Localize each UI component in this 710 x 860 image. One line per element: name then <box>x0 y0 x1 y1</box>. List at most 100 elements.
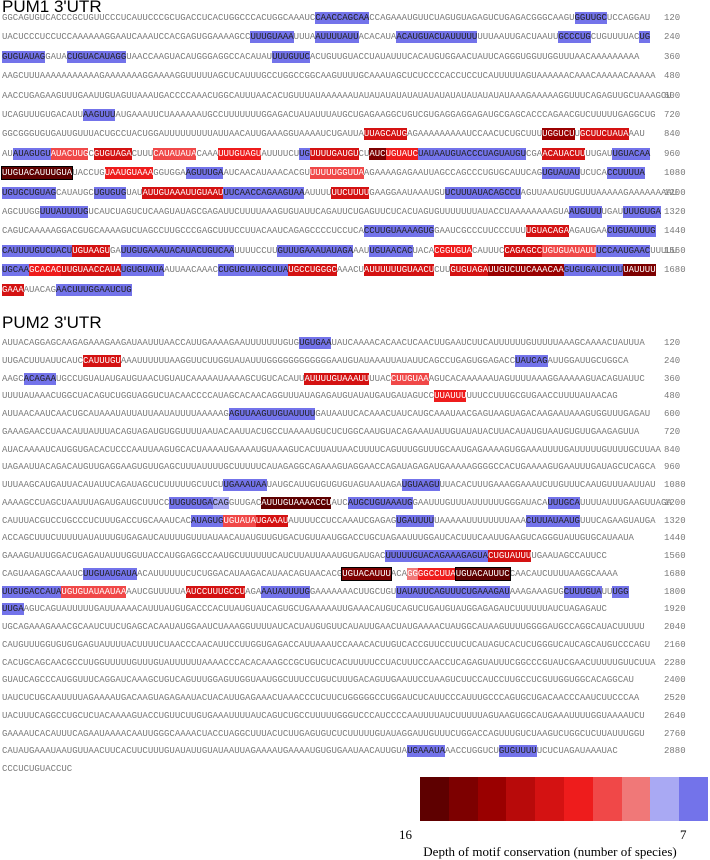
sequence-text: CU <box>358 148 370 159</box>
sequence-text: UGCAGAAAGAAACGCAAUCUUCUGAGCACAAUAUGGAAUC… <box>2 622 645 632</box>
sequence-text: GAAUUUGUUUAUUUUUUGGGAUACA <box>412 497 548 508</box>
sequence-text: CUUU <box>131 148 154 159</box>
motif: UGUGUAUAAUAA <box>61 585 127 598</box>
sequence-text: CGA <box>526 148 543 159</box>
motif: UGUAUA <box>223 514 256 527</box>
sequence-text: UUAC <box>369 373 391 384</box>
motif: UUUGCA <box>547 496 580 509</box>
motif: AUAGUGU <box>12 147 51 160</box>
sequence-line: GGCAGUGUCACCCGCUGUUCCCUCAUUCCCGCUGACCUCA… <box>2 12 650 24</box>
sequence-line: UUGUGACCAUAUGUGUAUAAUAAAAUCGUUUUUAAUCCUU… <box>2 585 629 598</box>
position-number: 360 <box>664 51 681 62</box>
motif: UCCAAUGAAC <box>596 244 651 257</box>
motif: UUCUUUU <box>331 186 370 199</box>
legend-min: 7 <box>680 827 687 842</box>
sequence-text: UACUUUCAGGCCUGCUCUACAAAAGUACCUGUUCUUGUGA… <box>2 710 645 721</box>
sequence-line: AGCUUGGUUUAUUUUGUCAUCUAGUCUCAAGUAUAGCGAG… <box>2 206 661 218</box>
sequence-line: AUUAACAAUCAACUGCAUAAAUAUUAUUAAUAUUUUAAAA… <box>2 408 650 420</box>
position-number: 2400 <box>664 675 686 686</box>
sequence-text: AAU <box>628 129 645 140</box>
position-number: 360 <box>664 373 681 384</box>
sequence-line: UUUUAUAAACUGGCUACAGUCUGGUAGGUCUACAACCCCA… <box>2 390 618 403</box>
sequence-text: AGAAAAGAGAAUUAGCCAGCCCUGUGCAUUCAG <box>363 168 543 179</box>
motif: GUGUGAUCUUU <box>563 264 624 277</box>
motif: UUCAACCAGAAGUAA <box>223 186 305 199</box>
position-number: 120 <box>664 338 681 348</box>
motif: UGUACAUUU <box>341 566 392 581</box>
motif: GCACAC <box>29 264 62 277</box>
motif: CUUGUAA <box>390 372 429 385</box>
legend-swatch <box>535 777 565 821</box>
sequence-text: UU <box>601 586 613 597</box>
position-number: 1200 <box>664 497 686 508</box>
sequence-text: AAGC <box>2 373 24 384</box>
sequence-text: AUUAACAAAC <box>164 265 219 276</box>
motif: UGUACAGA <box>525 225 570 238</box>
sequence-text: UACUCCCUCCUCCAAAAAAGGAAUCAAAUCCACGAGUGGA… <box>2 32 251 43</box>
motif: CAACCAGCAA <box>315 12 370 24</box>
sequence-text: AUGAAAUUCUAAAAAAUGCCUUUUUUUGGAGACUAUAUUU… <box>115 110 656 120</box>
motif: UGUAUC <box>385 147 418 160</box>
sequence-text: UUUUAUAAACUGGCUACAGUCUGGUAGGUCUACAACCCCA… <box>2 391 435 402</box>
motif: ACAUGUACUAUUUUU <box>396 31 478 44</box>
position-number: 240 <box>664 355 681 366</box>
motif: CCUUUUA <box>606 167 645 180</box>
sequence-line: CAGUCAAAAAGGACGUGCAAAAGUCUAGCCUUGCCCGAGC… <box>2 225 656 238</box>
motif: CAUUUUGUCUACU <box>2 244 73 257</box>
sequence-line: UCAGUUUGUGACAUUAAGUUUAUGAAAUUCUAAAAAAUGC… <box>2 109 656 121</box>
motif: UG <box>639 31 651 44</box>
pum1-title: PUM1 3'UTR <box>2 0 102 16</box>
sequence-text: UUUCAGAAGUAUGA <box>579 515 656 526</box>
motif: UUGUGACCAUA <box>2 585 62 598</box>
motif: CAG <box>212 496 229 509</box>
sequence-line: CAGUAAGAGCAAAUCUUGUAUGAUAACAUUUUUUCUCUGG… <box>2 566 618 581</box>
motif: AAUAUUUUG <box>261 585 310 598</box>
position-number: 2640 <box>664 710 686 721</box>
sequence-text: AACCUGGUCU <box>444 746 499 757</box>
sequence-line: AACCUGAGAAGUUUGAAUUGUAGUUAAAUGACCCCAAACU… <box>2 90 672 102</box>
sequence-line: UAGAAUUACAGACAUGUUGAGGAAGUGUUGAGCUUUAUUU… <box>2 461 656 473</box>
sequence-text: UUGACUUUAUUCAUC <box>2 355 84 366</box>
motif: UGAAAU <box>255 514 289 527</box>
sequence-text: AUC <box>331 497 348 508</box>
sequence-line: CAUAUGAAAUAAUGUUAACUUCACUUCUUUGUAUAUUGUA… <box>2 745 618 758</box>
sequence-text: UAUCUCUGCAAUUUUAGAAAAUGACAAGUAGAGAAUACUA… <box>2 693 640 703</box>
legend-swatch <box>448 777 479 821</box>
sequence-line: GAAAAUCACAUUUCAGAAUAAAACAAUUGGGCAAAACUAC… <box>2 728 645 740</box>
sequence-text: AAAUUUUUUAAGGUUCUUGGUAUAUUUGGGGGGGGGGGGA… <box>120 355 516 366</box>
position-number: 1200 <box>664 187 686 198</box>
motif: UUGUAACCAUA <box>61 264 121 277</box>
sequence-text: AGUCAGUAUUUUUGAUUAAAACAUUUAUGUGACCCACUUA… <box>23 604 607 615</box>
sequence-text: GUUGAC <box>228 497 262 508</box>
legend-swatch <box>592 777 623 821</box>
motif: AUUUUGUAAAUU <box>304 372 370 385</box>
motif: ACAUACUU <box>542 147 586 160</box>
sequence-line: GAAAGAACCUAACAUUAUUUACAGUAGAUGUGGUUUUAAU… <box>2 426 639 438</box>
motif: UGUACAA <box>612 147 651 160</box>
sequence-line: UGUGCUGUAGCAUAUGCUGUGUGUAUAUUGUAAAUUGUAA… <box>2 186 677 199</box>
motif: UUGUAUGAUA <box>83 567 138 580</box>
position-number: 1680 <box>664 568 686 579</box>
motif: UUUUUGGUUA <box>309 167 364 180</box>
sequence-line: UUGACUUUAUUCAUCCAUUUGUAAAUUUUUUAAGGUUCUU… <box>2 354 629 367</box>
motif: UGUGUAUAUU <box>542 244 597 257</box>
motif: CUGUAUUU <box>488 550 532 562</box>
sequence-line: UUUAAGCAUGAUUACAUAUUCAGAUAGCUCUUUUUGCUUC… <box>2 479 656 491</box>
motif: AUUUUUUGUAACU <box>363 264 435 277</box>
sequence-text: AAACU <box>336 265 364 276</box>
motif: UGCAA <box>2 264 30 277</box>
sequence-text: UAGAAUUACAGACAUGUUGAGGAAGUGUUGAGCUUUAUUU… <box>2 462 656 473</box>
sequence-text: AUUACAGGAGCAAGAGAAAGAAGAUAAUUUAACCAUUGAA… <box>2 338 300 348</box>
motif: UGAAAUAA <box>223 479 267 491</box>
sequence-text: UUUCCUUUGCGUGAACCUUUUAUAACAG <box>466 391 618 402</box>
motif: UUUGUUC <box>272 50 310 63</box>
sequence-text: AGUCACAAAAAAUAGUUUUAAAGGAAAAAGUACAGUAUUC <box>428 373 645 384</box>
position-number: 720 <box>664 110 681 120</box>
sequence-text: GAAUCGCCCUUCCCUUU <box>434 226 526 237</box>
sequence-line: CACUGCAGCAACGCCUUGGUUUUUGUUUGUAUUUUUUAAA… <box>2 657 656 669</box>
sequence-line: CAUGUUUGGUGUGUGAGUAUUUUACUUUUCUAACCCAACA… <box>2 639 650 651</box>
motif: AUC <box>369 147 386 160</box>
motif: CUUUAUAAUG <box>525 514 580 527</box>
sequence-text: CAGUCAAAAAGGACGUGCAAAAGUCUAGCCUUGCCCGAGC… <box>2 226 364 237</box>
sequence-text: CAUUUACGUCCUGCCCUCUUUGACCUGCAAAUCAC <box>2 515 192 526</box>
